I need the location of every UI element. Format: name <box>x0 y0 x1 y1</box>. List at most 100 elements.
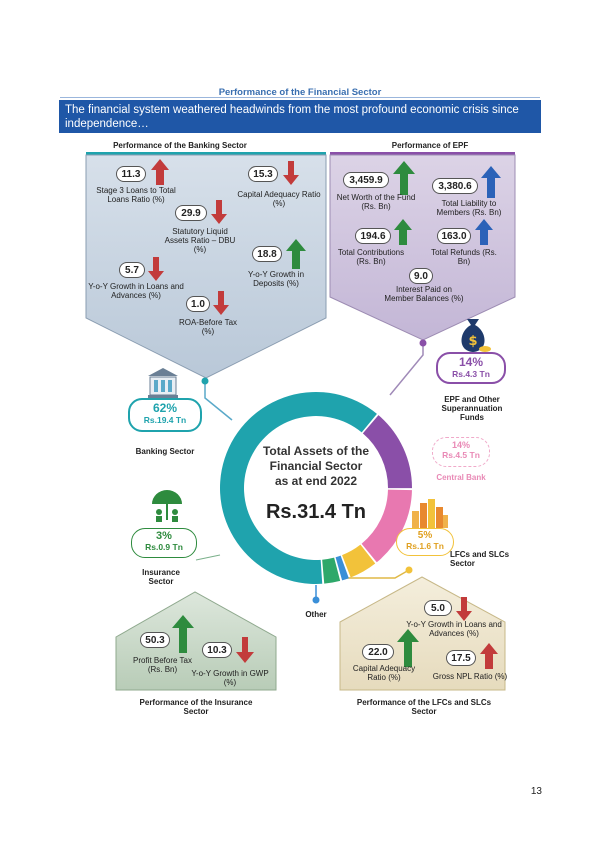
insurance-share-pill <box>131 528 197 558</box>
epf-label-networth: Net Worth of the Fund (Rs. Bn) <box>336 193 416 211</box>
lfc-value-car: 22.0 <box>362 644 394 660</box>
arrow-down-icon <box>236 637 254 663</box>
arrow-down-icon <box>213 291 229 315</box>
banking-performance-title: Performance of the Banking Sector <box>113 141 247 150</box>
total-assets-donut <box>220 392 412 584</box>
lfc-label-npl: Gross NPL Ratio (%) <box>432 672 508 681</box>
epf-label-contributions: Total Contributions (Rs. Bn) <box>337 248 405 266</box>
insurance-share: 3% Rs.0.9 Tn <box>131 530 197 552</box>
arrow-down-icon <box>283 161 299 185</box>
arrow-down-icon <box>148 257 164 281</box>
banking-panel <box>85 154 327 379</box>
lfc-value-loans: 5.0 <box>424 600 452 616</box>
banking-value-deposits: 18.8 <box>252 246 282 262</box>
banking-share-pill <box>128 398 202 432</box>
banking-value-loans: 5.7 <box>119 262 145 278</box>
donut-segment-other <box>335 555 349 581</box>
lfc-label-loans: Y-o-Y Growth in Loans and Advances (%) <box>406 620 502 638</box>
central-bank-share-pct: 14% <box>451 440 470 450</box>
svg-text:$: $ <box>468 334 477 349</box>
insurance-panel <box>115 591 277 691</box>
arrow-up-icon <box>393 161 415 195</box>
central-bank-share-amount: Rs.4.5 Tn <box>442 450 480 460</box>
central-bank-share: 14% Rs.4.5 Tn <box>432 440 490 460</box>
banking-value-stage3: 11.3 <box>116 166 146 182</box>
other-label: Other <box>305 610 327 619</box>
epf-title-rule <box>330 152 515 155</box>
donut-segment-epf-and-other-superannuation-funds <box>362 415 412 489</box>
insurance-share-amount: Rs.0.9 Tn <box>145 542 183 552</box>
donut-total-value: Rs.31.4 Tn <box>265 501 367 523</box>
banking-label-slar: Statutory Liquid Assets Ratio – DBU (%) <box>164 227 236 254</box>
banking-value-roa: 1.0 <box>186 296 210 312</box>
money-bag-icon: $ <box>461 319 491 352</box>
banking-label-loans: Y-o-Y Growth in Loans and Advances (%) <box>88 282 184 300</box>
arrow-up-icon <box>480 643 498 669</box>
epf-value-refunds: 163.0 <box>437 228 471 244</box>
epf-share-pct: 14% <box>458 355 484 369</box>
epf-share-amount: Rs.4.3 Tn <box>452 369 490 379</box>
epf-share-pill <box>436 352 506 384</box>
banking-label-car: Capital Adequacy Ratio (%) <box>237 190 321 208</box>
donut-segment-insurance-sector <box>322 557 341 584</box>
insurance-label-gwp: Y-o-Y Growth in GWP (%) <box>191 669 269 687</box>
insurance-sector-label: Insurance Sector <box>142 568 180 586</box>
arrow-up-icon <box>151 159 169 185</box>
epf-funds-label: EPF and Other Superannuation Funds <box>441 395 503 422</box>
city-buildings-icon <box>412 499 448 528</box>
epf-value-networth: 3,459.9 <box>343 172 389 188</box>
epf-label-refunds: Total Refunds (Rs. Bn) <box>431 248 497 266</box>
epf-label-liability: Total Liability to Members (Rs. Bn) <box>436 199 502 217</box>
epf-value-contributions: 194.6 <box>355 228 391 244</box>
insurance-share-pct: 3% <box>156 530 172 542</box>
arrow-down-icon <box>211 200 227 224</box>
banking-label-stage3: Stage 3 Loans to Total Loans Ratio (%) <box>96 186 176 204</box>
banking-label-roa: ROA-Before Tax (%) <box>178 318 238 336</box>
donut-title-line-1: Total Assets of the <box>262 444 369 458</box>
donut-segment-banking-sector <box>220 392 377 584</box>
epf-label-interest: Interest Paid on Member Balances (%) <box>384 285 464 303</box>
arrow-down-icon <box>456 597 472 621</box>
banking-value-car: 15.3 <box>248 166 278 182</box>
arrow-up-icon <box>397 629 419 667</box>
banking-sector-label: Banking Sector <box>135 447 195 456</box>
arrow-up-icon <box>475 219 493 245</box>
epf-panel <box>329 154 516 341</box>
donut-title: Total Assets of the Financial Sector as … <box>236 444 396 489</box>
donut-hole <box>246 418 386 558</box>
central-bank-label: Central Bank <box>436 473 486 482</box>
donut-segment-central-bank <box>361 489 412 563</box>
donut-title-line-2: Financial Sector <box>269 459 363 473</box>
banking-label-deposits: Y-o-Y Growth in Deposits (%) <box>247 270 305 288</box>
central-bank-share-pill <box>432 437 490 467</box>
lfc-share: 5% Rs.1.6 Tn <box>396 530 454 551</box>
insurance-value-pbt: 50.3 <box>140 632 170 648</box>
insurance-performance-title: Performance of the Insurance Sector <box>139 698 253 716</box>
epf-value-interest: 9.0 <box>409 268 433 284</box>
banking-share-amount: Rs.19.4 Tn <box>143 415 187 425</box>
arrow-up-icon <box>394 219 412 245</box>
lfc-share-pct: 5% <box>417 530 433 541</box>
epf-value-liability: 3,380.6 <box>432 178 478 194</box>
insurance-value-gwp: 10.3 <box>202 642 232 658</box>
arrow-up-icon <box>481 166 501 198</box>
epf-share: 14% Rs.4.3 Tn <box>436 355 506 379</box>
arrow-up-icon <box>286 239 306 269</box>
donut-title-line-3: as at end 2022 <box>274 474 358 488</box>
page-header-title: Performance of the Financial Sector <box>218 87 382 98</box>
lfc-share-pill <box>396 528 454 556</box>
header-rule <box>60 97 540 98</box>
banking-title-rule <box>86 152 326 155</box>
banking-share: 62% Rs.19.4 Tn <box>128 401 202 425</box>
insurance-label-pbt: Profit Before Tax (Rs. Bn) <box>133 656 192 674</box>
arrow-up-icon <box>172 615 194 653</box>
umbrella-family-icon <box>152 490 182 522</box>
banking-share-pct: 62% <box>152 401 178 415</box>
banking-value-slar: 29.9 <box>175 205 207 221</box>
lfc-label-car: Capital Adequacy Ratio (%) <box>352 664 416 682</box>
epf-performance-title: Performance of EPF <box>391 141 469 150</box>
donut-segment-lfcs-and-slcs-sector <box>342 544 376 578</box>
lfc-share-amount: Rs.1.6 Tn <box>406 541 444 551</box>
page-number: 13 <box>530 786 542 797</box>
